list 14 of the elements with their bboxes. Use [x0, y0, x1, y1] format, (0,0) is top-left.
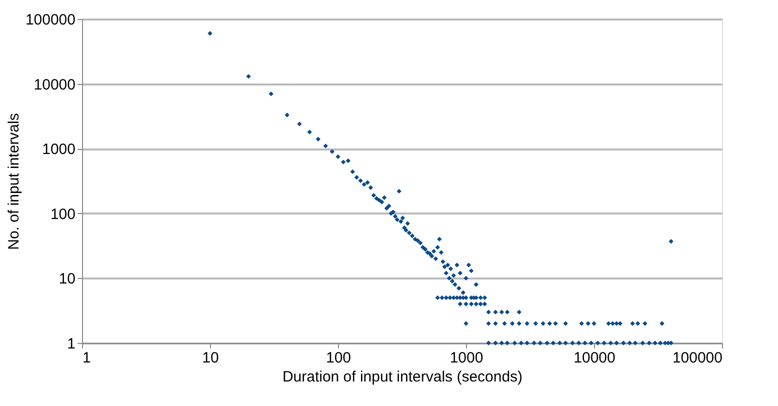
x-tick-label: 1000 — [450, 350, 484, 366]
x-tick-label: 1 — [82, 350, 91, 366]
y-tick-label: 100 — [50, 206, 76, 223]
x-tick-label: 10000 — [574, 350, 616, 366]
y-tick-label: 1000 — [42, 141, 76, 158]
y-tick-label: 1 — [67, 336, 76, 352]
y-axis-title: No. of input intervals — [5, 113, 22, 250]
x-tick-label: 100000 — [672, 350, 722, 366]
x-tick-label: 100 — [326, 350, 352, 366]
y-tick-label: 10 — [58, 270, 76, 288]
y-tick-label: 10000 — [34, 76, 76, 94]
x-tick-label: 10 — [202, 350, 219, 366]
x-axis-title: Duration of input intervals (seconds) — [282, 368, 523, 386]
y-tick-label: 100000 — [25, 12, 76, 28]
